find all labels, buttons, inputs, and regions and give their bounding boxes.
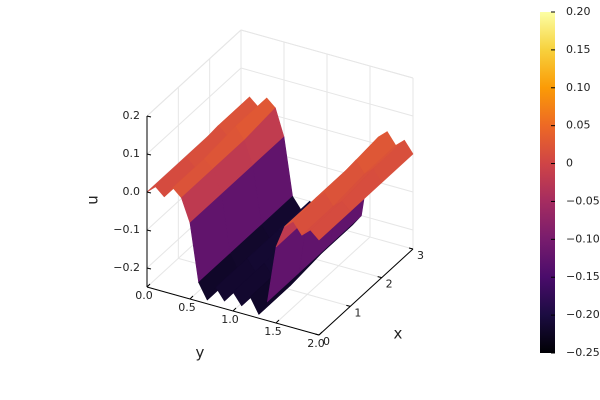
x-tick-label: 0	[323, 335, 330, 348]
x-tick-label: 1	[354, 306, 361, 319]
colorbar-tick-label: 0.15	[566, 43, 591, 56]
y-tick	[189, 295, 194, 300]
z-tick	[146, 229, 152, 232]
colorbar-tick-label: −0.20	[566, 308, 600, 321]
colorbar-tick-label: 0.05	[566, 119, 591, 132]
x-tick	[346, 304, 351, 307]
wall-edge	[146, 29, 242, 117]
y-tick-label: 1.0	[221, 313, 239, 326]
y-tick	[232, 307, 237, 312]
colorbar-tick-label: −0.25	[566, 346, 600, 359]
y-tick-label: 2.0	[307, 337, 325, 350]
z-tick-label: 0.1	[123, 147, 141, 160]
colorbar-tick-label: −0.05	[566, 194, 600, 207]
z-tick	[146, 267, 152, 270]
z-tick-label: 0.0	[123, 185, 141, 198]
x-tick	[314, 333, 320, 336]
y-tick-label: 0.0	[135, 289, 153, 302]
colorbar	[540, 12, 555, 353]
z-tick	[146, 115, 152, 118]
y-tick-label: 0.5	[178, 301, 196, 314]
x-axis	[318, 248, 414, 336]
z-axis-label: u	[84, 195, 102, 205]
wall-edge	[240, 29, 414, 79]
y-tick	[318, 331, 323, 336]
surface-patch	[309, 200, 351, 241]
y-axis-label: y	[196, 344, 205, 362]
grid-line	[146, 67, 242, 155]
x-tick	[408, 247, 414, 250]
y-tick	[146, 283, 151, 288]
x-tick	[377, 276, 382, 279]
colorbar-tick-label: 0.10	[566, 81, 591, 94]
x-tick-label: 2	[386, 278, 393, 291]
colorbar-tick-label: −0.10	[566, 232, 600, 245]
z-tick-label: 0.2	[123, 109, 141, 122]
z-tick	[146, 153, 152, 156]
colorbar-tick-label: −0.15	[566, 270, 600, 283]
y-tick-label: 1.5	[264, 325, 282, 338]
z-tick	[146, 191, 152, 194]
colorbar-tick-label: 0	[566, 157, 573, 170]
x-tick-label: 3	[417, 249, 424, 262]
grid-line	[275, 236, 371, 324]
x-axis-label: x	[394, 325, 403, 343]
grid-line	[240, 67, 414, 117]
z-tick-label: −0.1	[113, 223, 140, 236]
y-tick	[275, 319, 280, 324]
colorbar-tick-label: 0.20	[566, 5, 591, 18]
z-tick-label: −0.2	[113, 261, 140, 274]
